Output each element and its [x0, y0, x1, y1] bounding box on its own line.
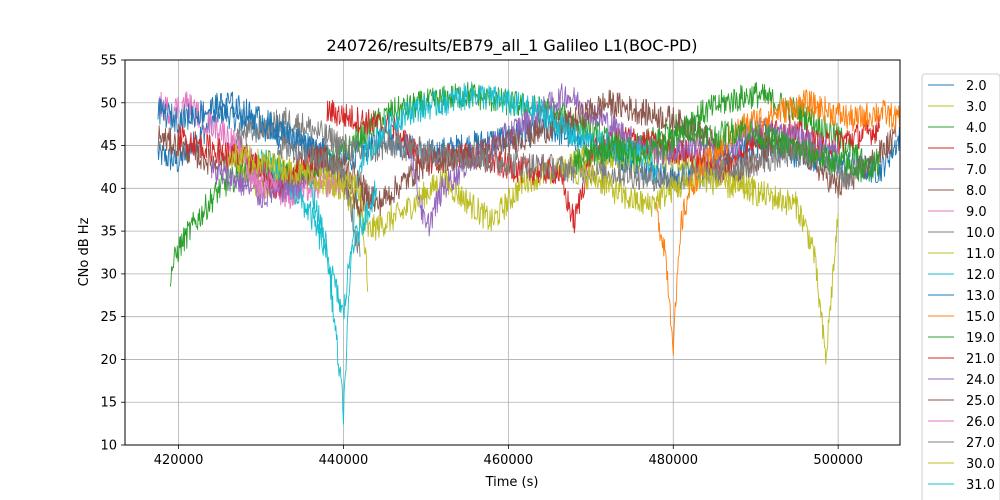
legend-label: 21.0	[966, 352, 995, 367]
legend-label: 19.0	[966, 331, 995, 346]
x-axis-label: Time (s)	[485, 475, 539, 490]
y-tick-label: 45	[100, 139, 117, 154]
legend-label: 27.0	[966, 436, 995, 451]
legend-label: 15.0	[966, 310, 995, 325]
legend-label: 8.0	[966, 184, 987, 199]
x-tick-label: 460000	[484, 453, 534, 468]
series-line-21.0	[178, 123, 328, 199]
legend-label: 9.0	[966, 205, 987, 220]
series-layer	[157, 81, 901, 425]
x-tick-label: 440000	[319, 453, 369, 468]
legend-label: 12.0	[966, 268, 995, 283]
x-axis-ticks: 420000 440000 460000 480000 500000	[154, 445, 863, 468]
legend-label: 13.0	[966, 289, 995, 304]
y-axis-ticks: 10 15 20 25 30 35 40 45 50 55	[100, 54, 125, 454]
y-tick-label: 20	[100, 353, 117, 368]
series-line-31.0	[310, 180, 377, 425]
legend-label: 3.0	[966, 100, 987, 115]
y-tick-label: 10	[100, 439, 117, 454]
series-line-13.0	[157, 91, 328, 165]
y-axis-label: CNo dB Hz	[77, 217, 92, 286]
y-tick-label: 35	[100, 225, 117, 240]
y-tick-label: 25	[100, 310, 117, 325]
legend-label: 5.0	[966, 142, 987, 157]
x-tick-label: 480000	[648, 453, 698, 468]
x-tick-label: 500000	[813, 453, 863, 468]
legend-label: 7.0	[966, 163, 987, 178]
legend-label: 11.0	[966, 247, 995, 262]
series-line-10.0	[235, 106, 864, 193]
legend-label: 31.0	[966, 478, 995, 493]
y-tick-label: 40	[100, 182, 117, 197]
legend-label: 10.0	[966, 226, 995, 241]
x-tick-label: 420000	[154, 453, 204, 468]
y-tick-label: 50	[100, 96, 117, 111]
series-line-26.0	[244, 164, 278, 200]
chart-title: 240726/results/EB79_all_1 Galileo L1(BOC…	[327, 36, 698, 56]
y-tick-label: 55	[100, 54, 117, 69]
series-line-15.0	[656, 89, 901, 356]
series-line-19.0	[573, 117, 880, 183]
legend-box	[921, 73, 1000, 500]
legend-label: 30.0	[966, 457, 995, 472]
plot-frame	[124, 59, 901, 446]
legend-label: 26.0	[966, 415, 995, 430]
legend-label: 25.0	[966, 394, 995, 409]
legend-label: 24.0	[966, 373, 995, 388]
y-tick-label: 15	[100, 396, 117, 411]
legend: 2.0 3.0 4.0 5.0 7.0 8.0 9.0 10.0 11.0 12.0 13.0 15.…	[921, 73, 1000, 500]
series-line-30.0	[227, 143, 369, 292]
legend-label: 4.0	[966, 121, 987, 136]
series-line-11.0	[573, 161, 839, 365]
legend-label: 2.0	[966, 79, 987, 94]
y-tick-label: 30	[100, 267, 117, 282]
